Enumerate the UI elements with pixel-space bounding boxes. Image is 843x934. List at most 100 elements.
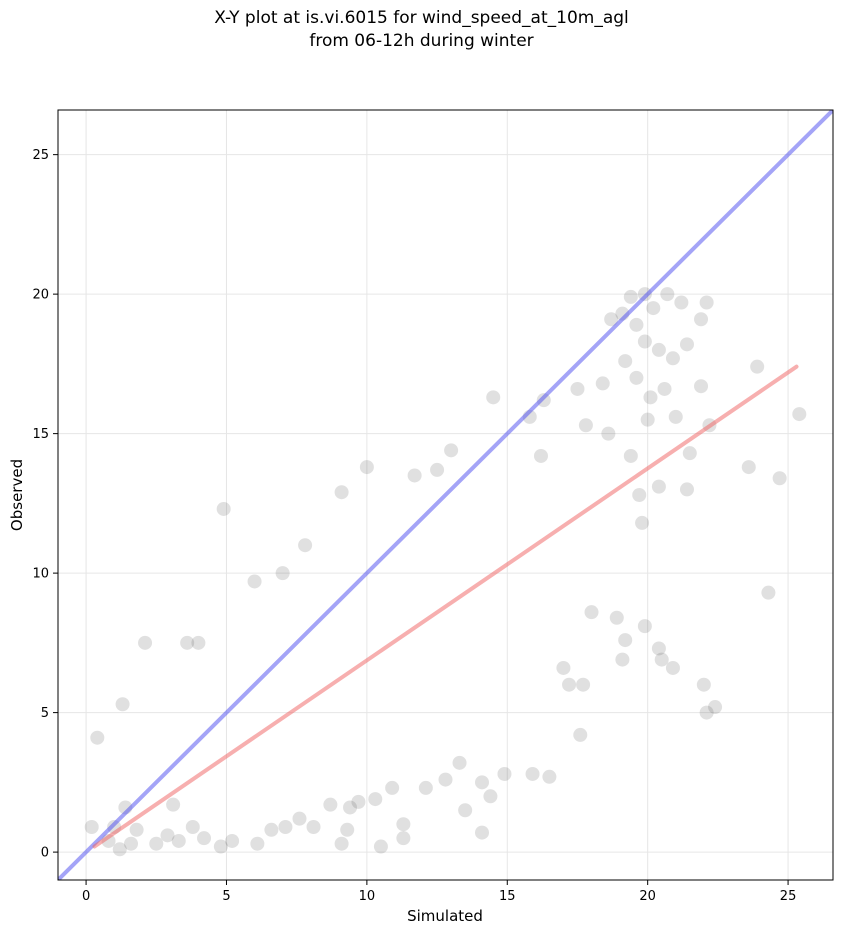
data-point: [160, 828, 175, 843]
data-point: [343, 800, 358, 815]
data-point: [250, 836, 265, 851]
data-point: [609, 610, 624, 625]
chart-title: X-Y plot at is.vi.6015 for wind_speed_at…: [214, 8, 629, 28]
data-point: [185, 819, 200, 834]
data-point: [278, 819, 293, 834]
data-point: [674, 295, 689, 310]
y-tick-label: 10: [32, 567, 49, 582]
regression-line: [92, 364, 799, 849]
data-point: [129, 822, 144, 837]
data-point: [323, 797, 338, 812]
data-point: [359, 460, 374, 475]
data-point: [298, 538, 313, 553]
data-point: [601, 426, 616, 441]
data-point: [483, 789, 498, 804]
identity-line: [58, 110, 833, 880]
data-point: [84, 819, 99, 834]
data-point: [334, 836, 349, 851]
data-point: [486, 390, 501, 405]
data-point: [90, 730, 105, 745]
data-point: [629, 370, 644, 385]
data-point: [458, 803, 473, 818]
data-point: [497, 766, 512, 781]
data-point: [216, 501, 231, 516]
x-axis-label: Simulated: [407, 907, 483, 925]
data-point: [396, 831, 411, 846]
data-point: [197, 831, 212, 846]
y-tick-label: 20: [32, 288, 49, 303]
chart-subtitle: from 06-12h during winter: [309, 31, 534, 51]
data-point: [306, 819, 321, 834]
data-point: [351, 794, 366, 809]
x-tick-label: 10: [359, 889, 376, 904]
data-point: [368, 792, 383, 807]
data-point: [542, 769, 557, 784]
data-point: [694, 379, 709, 394]
data-point: [654, 652, 669, 667]
data-point: [124, 836, 139, 851]
data-point: [643, 390, 658, 405]
data-point: [475, 775, 490, 790]
data-point: [213, 839, 228, 854]
data-point: [651, 342, 666, 357]
data-point: [604, 312, 619, 327]
data-point: [430, 462, 445, 477]
data-point: [418, 780, 433, 795]
data-point: [657, 381, 672, 396]
y-tick-label: 5: [41, 706, 49, 721]
y-tick-label: 25: [32, 148, 49, 163]
data-point: [340, 822, 355, 837]
y-tick-label: 15: [32, 427, 49, 442]
data-points: [84, 287, 807, 857]
data-point: [584, 605, 599, 620]
data-point: [438, 772, 453, 787]
data-point: [570, 381, 585, 396]
data-point: [635, 515, 650, 530]
data-point: [761, 585, 776, 600]
data-point: [166, 797, 181, 812]
data-point: [640, 412, 655, 427]
y-tick-label: 0: [41, 846, 49, 861]
data-point: [668, 409, 683, 424]
data-point: [623, 448, 638, 463]
data-point: [623, 289, 638, 304]
data-point: [595, 376, 610, 391]
data-point: [149, 836, 164, 851]
data-point: [651, 479, 666, 494]
data-point: [275, 566, 290, 581]
data-point: [792, 407, 807, 422]
x-tick-label: 20: [639, 889, 656, 904]
data-point: [741, 460, 756, 475]
data-point: [750, 359, 765, 374]
data-point: [138, 635, 153, 650]
data-point: [292, 811, 307, 826]
data-point: [407, 468, 422, 483]
data-point: [385, 780, 400, 795]
data-point: [396, 817, 411, 832]
x-tick-label: 15: [499, 889, 516, 904]
data-point: [171, 833, 186, 848]
data-point: [444, 443, 459, 458]
data-point: [665, 660, 680, 675]
data-point: [562, 677, 577, 692]
grid: [58, 110, 833, 880]
plot-frame: [57, 109, 834, 881]
axis-ticks: 0 5 10 15 20 25 0 5 10 15 20 25: [32, 148, 796, 904]
data-point: [772, 471, 787, 486]
data-point: [679, 482, 694, 497]
y-axis-label: Observed: [8, 459, 26, 531]
data-point: [180, 635, 195, 650]
data-point: [618, 633, 633, 648]
data-point: [618, 354, 633, 369]
data-point: [556, 660, 571, 675]
data-point: [115, 697, 130, 712]
x-tick-label: 25: [780, 889, 797, 904]
data-point: [679, 337, 694, 352]
data-point: [112, 842, 127, 857]
x-tick-label: 0: [82, 889, 90, 904]
data-point: [334, 485, 349, 500]
data-point: [694, 312, 709, 327]
reference-lines: [58, 110, 833, 880]
data-point: [660, 287, 675, 302]
